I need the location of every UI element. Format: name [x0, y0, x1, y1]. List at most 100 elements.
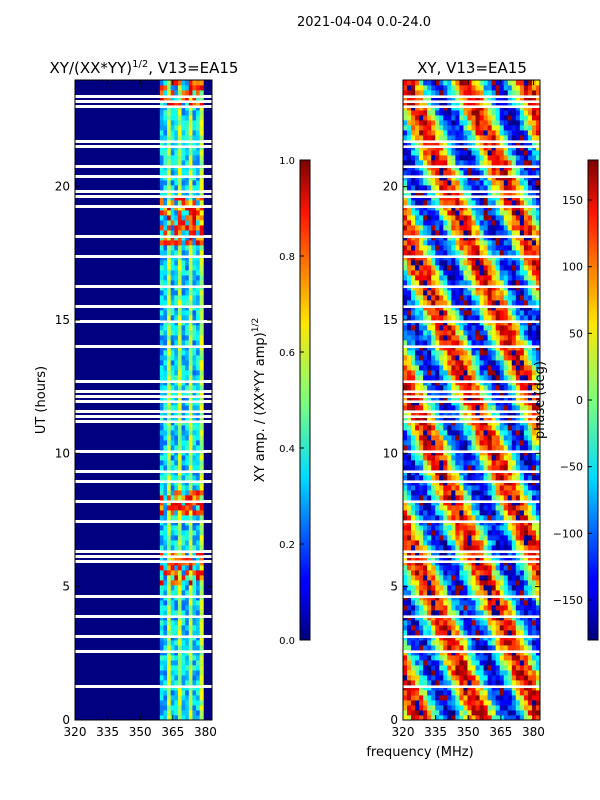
right-heat-cell: [403, 430, 408, 436]
left-heat-cell: [188, 155, 193, 161]
right-heat-cell: [483, 675, 489, 681]
right-heat-cell: [467, 515, 472, 521]
right-heat-cell: [511, 710, 517, 716]
right-heat-cell: [423, 590, 428, 596]
right-heat-cell: [443, 315, 448, 321]
right-heat-cell: [535, 315, 540, 321]
right-heat-cell: [519, 490, 525, 496]
right-heat-cell: [475, 490, 480, 496]
right-heat-cell: [495, 590, 501, 596]
right-heat-cell: [491, 600, 497, 606]
right-heat-cell: [411, 515, 416, 521]
right-heat-cell: [531, 690, 537, 696]
left-heat-cell: [185, 620, 190, 626]
right-heat-cell: [451, 645, 456, 651]
right-heat-cell: [447, 225, 452, 231]
right-heat-cell: [475, 705, 480, 711]
left-heat-cell: [177, 385, 182, 391]
right-heat-cell: [435, 425, 440, 431]
right-heat-cell: [499, 490, 505, 496]
left-heat-cell: [185, 115, 190, 121]
left-heat-cell: [192, 490, 197, 496]
right-heat-cell: [519, 295, 525, 301]
right-heat-cell: [463, 440, 468, 446]
right-heat-cell: [439, 440, 444, 446]
right-heat-cell: [507, 620, 513, 626]
right-heat-cell: [419, 375, 424, 381]
right-heat-cell: [475, 565, 480, 571]
left-heat-cell: [188, 495, 193, 501]
right-heat-cell: [403, 275, 408, 281]
right-heat-cell: [519, 580, 525, 586]
right-heat-cell: [431, 325, 436, 331]
left-heat-cell: [177, 575, 182, 581]
left-heat-cell: [170, 310, 175, 316]
right-heat-cell: [507, 565, 513, 571]
left-heat-cell: [188, 505, 193, 511]
right-heat-cell: [487, 290, 493, 296]
left-heat-cell: [163, 625, 168, 631]
right-heat-cell: [459, 540, 464, 546]
left-heat-cell: [199, 90, 204, 96]
right-heat-cell: [487, 275, 493, 281]
left-heat-cell: [163, 370, 168, 376]
left-heat-cell: [174, 125, 179, 131]
right-heat-cell: [495, 510, 501, 516]
right-heat-cell: [447, 620, 452, 626]
right-heat-cell: [403, 425, 408, 431]
right-heat-cell: [503, 300, 509, 306]
right-heat-cell: [467, 315, 472, 321]
left-heat-cell: [167, 535, 172, 541]
left-heat-cell: [181, 185, 186, 191]
left-heat-cell: [192, 605, 197, 611]
right-heat-cell: [415, 505, 420, 511]
right-heat-cell: [467, 690, 472, 696]
right-heat-cell: [535, 405, 540, 411]
right-heat-cell: [511, 275, 517, 281]
left-heat-cell: [159, 180, 164, 186]
right-heat-cell: [527, 695, 533, 701]
left-heat-cell: [167, 385, 172, 391]
right-heat-cell: [455, 705, 460, 711]
right-heat-cell: [411, 350, 416, 356]
left-heat-cell: [163, 310, 168, 316]
right-heat-cell: [511, 700, 517, 706]
left-heat-cell: [170, 665, 175, 671]
left-heat-cell: [188, 375, 193, 381]
right-heat-cell: [423, 440, 428, 446]
right-heat-cell: [435, 310, 440, 316]
right-heat-cell: [439, 435, 444, 441]
right-heat-cell: [435, 270, 440, 276]
right-heat-cell: [503, 455, 509, 461]
right-heat-cell: [459, 610, 464, 616]
right-heat-cell: [499, 465, 505, 471]
right-heat-cell: [523, 675, 529, 681]
right-heat-cell: [475, 715, 480, 720]
right-heat-cell: [435, 335, 440, 341]
left-heat-cell: [174, 625, 179, 631]
right-heat-cell: [451, 330, 456, 336]
left-heat-cell: [159, 680, 164, 686]
left-heat-cell: [181, 245, 186, 251]
right-heat-cell: [463, 540, 468, 546]
right-heat-cell: [459, 700, 464, 706]
left-heat-cell: [167, 355, 172, 361]
left-heat-cell: [196, 125, 201, 131]
right-heat-cell: [519, 660, 525, 666]
right-heat-cell: [535, 245, 540, 251]
right-heat-cell: [443, 290, 448, 296]
right-heat-cell: [503, 665, 509, 671]
right-heat-cell: [415, 275, 420, 281]
left-heat-cell: [177, 90, 182, 96]
left-heat-cell: [192, 645, 197, 651]
right-heat-cell: [535, 445, 540, 451]
left-heat-cell: [159, 700, 164, 706]
left-heat-cell: [196, 510, 201, 516]
right-heat-cell: [439, 280, 444, 286]
right-heat-cell: [471, 625, 476, 631]
right-heat-cell: [491, 670, 497, 676]
right-heat-cell: [515, 580, 521, 586]
right-heat-cell: [519, 330, 525, 336]
left-heat-cell: [192, 315, 197, 321]
left-heat-cell: [170, 710, 175, 716]
